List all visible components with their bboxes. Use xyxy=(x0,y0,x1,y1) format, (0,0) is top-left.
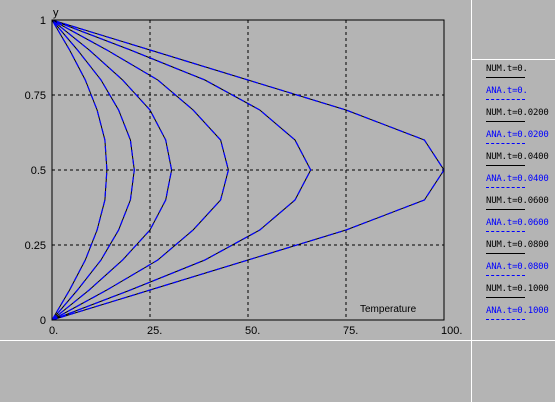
legend-entry: NUM.t=0.0200 xyxy=(473,106,555,128)
legend-label: NUM.t=0.0800 xyxy=(486,240,549,250)
legend-entry: NUM.t=0.1000 xyxy=(473,282,555,304)
legend-entry: ANA.t=0. xyxy=(473,84,555,106)
legend-entry: NUM.t=0.0600 xyxy=(473,194,555,216)
legend-label: ANA.t=0.0400 xyxy=(486,174,549,184)
legend-swatch xyxy=(486,275,525,276)
legend-label: NUM.t=0. xyxy=(486,64,528,74)
legend-entry: NUM.t=0.0400 xyxy=(473,150,555,172)
x-tick-label: 100. xyxy=(441,325,462,337)
x-tick-label: 75. xyxy=(343,325,358,337)
legend-entry: ANA.t=0.1000 xyxy=(473,304,555,326)
x-axis-label: Temperature xyxy=(360,304,417,315)
legend-swatch xyxy=(486,143,525,144)
legend-swatch xyxy=(486,319,525,320)
y-tick-label: 0 xyxy=(40,315,46,327)
legend-swatch xyxy=(486,187,525,188)
legend-swatch xyxy=(486,77,525,78)
legend-entry: ANA.t=0.0400 xyxy=(473,172,555,194)
legend-swatch xyxy=(486,99,525,100)
legend-entry: ANA.t=0.0200 xyxy=(473,128,555,150)
legend-label: ANA.t=0.1000 xyxy=(486,306,549,316)
legend-label: NUM.t=0.0400 xyxy=(486,152,549,162)
legend-label: NUM.t=0.0200 xyxy=(486,108,549,118)
legend-label: ANA.t=0. xyxy=(486,86,528,96)
x-tick-label: 50. xyxy=(245,325,260,337)
legend-entry: NUM.t=0. xyxy=(473,62,555,84)
y-tick-label: 0.75 xyxy=(25,90,46,102)
legend-swatch xyxy=(486,297,525,298)
y-tick-label: 0.25 xyxy=(25,240,46,252)
y-tick-label: 0.5 xyxy=(31,165,46,177)
legend-label: ANA.t=0.0800 xyxy=(486,262,549,272)
legend: NUM.t=0. ANA.t=0. NUM.t=0.0200 ANA.t=0.0200… xyxy=(473,62,555,326)
series-line-6 xyxy=(52,20,172,320)
legend-entry: ANA.t=0.0800 xyxy=(473,260,555,282)
legend-label: NUM.t=0.0600 xyxy=(486,196,549,206)
y-axis-label: y xyxy=(53,7,59,19)
legend-entry: ANA.t=0.0600 xyxy=(473,216,555,238)
legend-label: ANA.t=0.0600 xyxy=(486,218,549,228)
series-line-7 xyxy=(52,20,172,320)
legend-entry: NUM.t=0.0800 xyxy=(473,238,555,260)
legend-label: NUM.t=0.1000 xyxy=(486,284,549,294)
legend-swatch xyxy=(486,231,525,232)
legend-swatch xyxy=(486,209,525,210)
y-tick-label: 1 xyxy=(40,15,46,27)
legend-label: ANA.t=0.0200 xyxy=(486,130,549,140)
grid xyxy=(52,20,444,320)
legend-swatch xyxy=(486,165,525,166)
x-tick-label: 0. xyxy=(49,325,58,337)
legend-swatch xyxy=(486,253,525,254)
legend-swatch xyxy=(486,121,525,122)
x-tick-label: 25. xyxy=(147,325,162,337)
